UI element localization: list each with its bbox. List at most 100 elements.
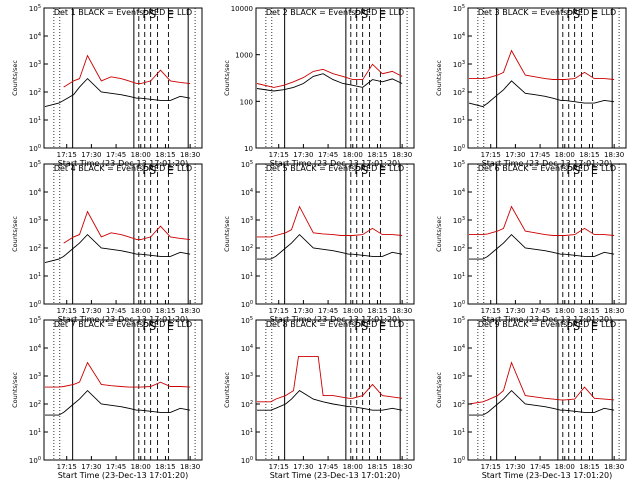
y-tick-label: 101 <box>241 428 253 437</box>
y-tick-label: 104 <box>453 344 465 353</box>
marker-label: P <box>354 164 361 177</box>
y-tick-label: 100 <box>29 144 41 153</box>
x-tick-label: 17:45 <box>318 151 338 159</box>
x-tick-label: 17:30 <box>505 307 525 315</box>
marker-label: E <box>591 164 598 177</box>
y-tick-label: 103 <box>29 60 41 69</box>
y-tick-label: 100 <box>29 300 41 309</box>
y-tick-label: 104 <box>29 188 41 197</box>
panel-title: Det 5 BLACK = Events, RED = LLD <box>266 164 404 173</box>
x-tick-label: 17:45 <box>106 307 126 315</box>
y-tick-label: 103 <box>241 372 253 381</box>
x-tick-label: 17:30 <box>293 151 313 159</box>
y-tick-label: 1000 <box>235 52 253 60</box>
marker-label: S <box>361 320 368 333</box>
x-tick-label: 17:30 <box>505 151 525 159</box>
y-tick-label: 103 <box>29 216 41 225</box>
x-tick-label: 17:45 <box>318 463 338 471</box>
marker-label: S <box>149 8 156 21</box>
y-tick-label: 101 <box>29 116 41 125</box>
marker-label: P <box>142 164 149 177</box>
y-axis-label: Counts/sec <box>223 216 231 252</box>
marker-label: P <box>354 320 361 333</box>
x-tick-label: 18:30 <box>392 151 412 159</box>
marker-label: P <box>566 320 573 333</box>
y-tick-label: 101 <box>29 272 41 281</box>
lld-series-line <box>63 54 191 88</box>
events-series-line <box>45 389 191 416</box>
x-axis-label: Start Time (23-Dec-13 17:01:20) <box>58 471 189 480</box>
events-series-line <box>257 390 403 411</box>
y-tick-label: 101 <box>453 428 465 437</box>
y-axis-label: Counts/sec <box>223 60 231 96</box>
y-axis-label: Counts/sec <box>11 60 19 96</box>
y-tick-label: 105 <box>29 316 41 325</box>
y-tick-label: 102 <box>29 400 41 409</box>
y-tick-label: 100 <box>453 456 465 465</box>
x-tick-label: 18:00 <box>131 307 151 315</box>
x-tick-label: 18:00 <box>555 307 575 315</box>
x-tick-label: 17:15 <box>481 151 501 159</box>
plot-frame <box>43 163 203 305</box>
x-tick-label: 18:30 <box>604 151 624 159</box>
y-tick-label: 104 <box>453 32 465 41</box>
x-axis-label: Start Time (23-Dec-13 17:01:20) <box>482 471 613 480</box>
y-tick-label: 101 <box>241 272 253 281</box>
y-tick-label: 10 <box>244 145 253 153</box>
lld-series-line <box>468 361 615 405</box>
x-tick-label: 18:15 <box>579 307 599 315</box>
x-tick-label: 18:00 <box>343 307 363 315</box>
lld-series-line <box>257 205 403 238</box>
lld-series-line <box>256 63 403 88</box>
y-tick-label: 101 <box>453 116 465 125</box>
x-tick-label: 17:45 <box>318 307 338 315</box>
x-tick-label: 17:15 <box>269 307 289 315</box>
marker-label: E <box>591 8 598 21</box>
y-tick-label: 103 <box>29 372 41 381</box>
y-tick-label: 102 <box>241 244 253 253</box>
x-tick-label: 18:30 <box>604 463 624 471</box>
plot-frame <box>43 7 203 149</box>
panel-title: Det 6 BLACK = Events, RED = LLD <box>478 164 616 173</box>
x-tick-label: 17:15 <box>269 151 289 159</box>
y-tick-label: 105 <box>29 4 41 13</box>
panel-title: Det 3 BLACK = Events, RED = LLD <box>478 8 616 17</box>
y-axis-label: Counts/sec <box>11 216 19 252</box>
plot-frame <box>467 7 627 149</box>
x-tick-label: 18:00 <box>131 463 151 471</box>
x-tick-label: 18:30 <box>180 307 200 315</box>
x-tick-label: 18:30 <box>180 151 200 159</box>
plot-frame <box>255 7 415 149</box>
plot-frame <box>43 319 203 461</box>
y-tick-label: 103 <box>241 216 253 225</box>
x-tick-label: 18:15 <box>579 463 599 471</box>
y-tick-label: 100 <box>240 98 253 106</box>
y-tick-label: 102 <box>453 244 465 253</box>
x-tick-label: 18:00 <box>343 463 363 471</box>
x-tick-label: 17:30 <box>81 307 101 315</box>
marker-label: E <box>591 320 598 333</box>
y-tick-label: 105 <box>241 160 253 169</box>
x-tick-label: 18:15 <box>367 151 387 159</box>
panel-title: Det 7 BLACK = Events, RED = LLD <box>54 320 192 329</box>
x-tick-label: 17:15 <box>57 151 77 159</box>
y-tick-label: 103 <box>453 372 465 381</box>
marker-label: P <box>566 8 573 21</box>
x-tick-label: 18:30 <box>392 463 412 471</box>
y-axis-label: Counts/sec <box>11 372 19 408</box>
x-tick-label: 18:30 <box>180 463 200 471</box>
events-series-line <box>469 389 615 416</box>
y-tick-label: 100 <box>241 300 253 309</box>
x-tick-label: 17:30 <box>81 463 101 471</box>
events-series-line <box>44 77 191 108</box>
x-tick-label: 17:15 <box>481 463 501 471</box>
x-tick-label: 18:15 <box>367 307 387 315</box>
lld-series-line <box>469 49 615 80</box>
